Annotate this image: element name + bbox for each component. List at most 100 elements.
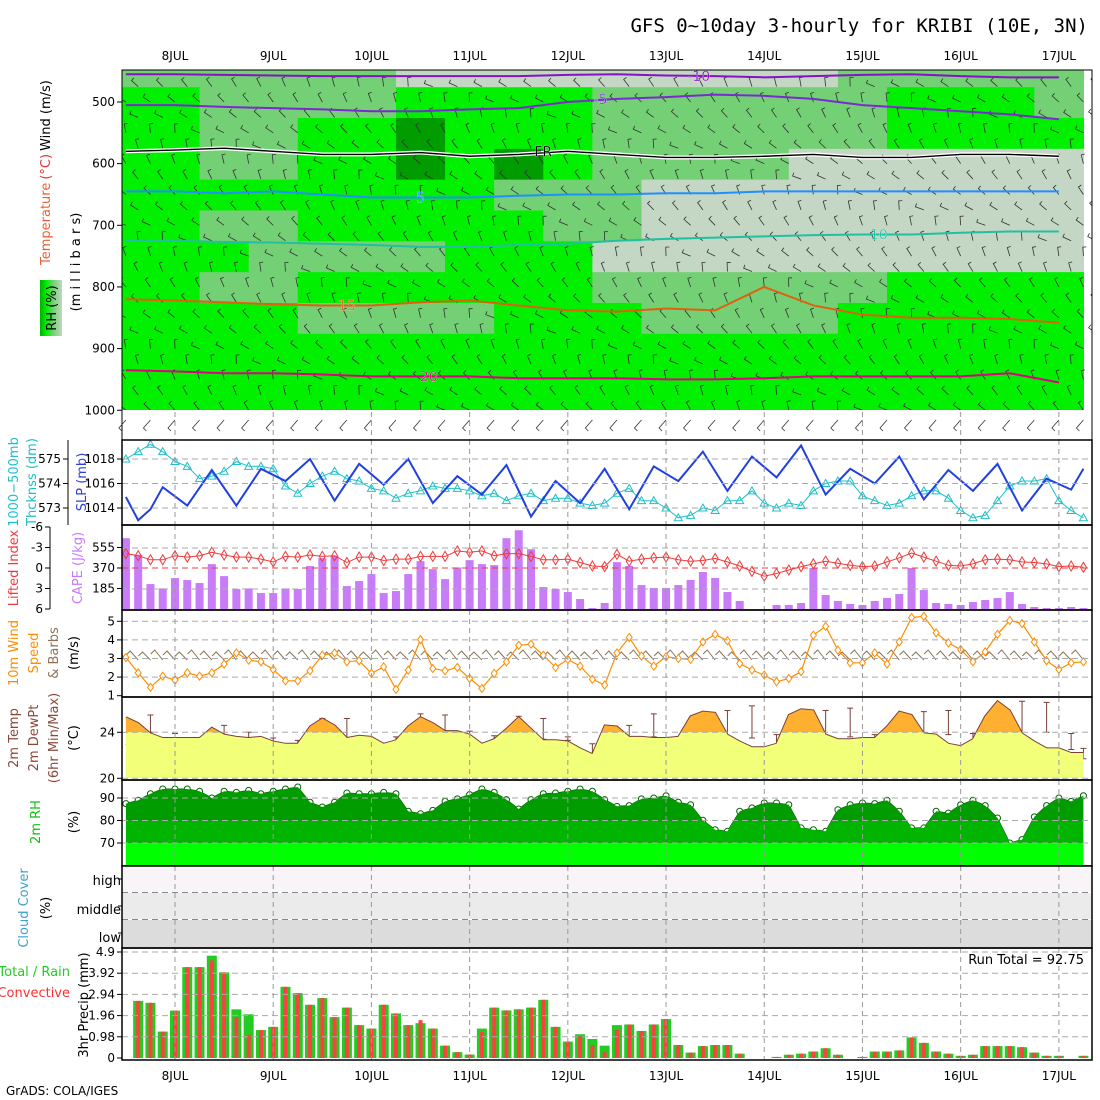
wind-barb (739, 649, 753, 661)
wind-barb (443, 307, 448, 318)
wind-barb (241, 216, 249, 226)
wind-speed-point (969, 657, 977, 667)
wind-barb-surface (977, 419, 986, 432)
wind-barb (623, 76, 630, 87)
rh-cell (445, 70, 495, 88)
rh-cell (248, 271, 299, 303)
wind-barb (633, 217, 642, 226)
thickness-point (477, 490, 487, 500)
wind-barb (868, 354, 876, 365)
wind-barb (757, 339, 765, 349)
wind-barb (783, 215, 790, 226)
rh-cell (297, 86, 348, 119)
wind-barb (988, 326, 998, 334)
precip-convective-bar (835, 1054, 840, 1058)
li-point (134, 549, 142, 562)
wind-barb (147, 246, 152, 257)
wind-barb (376, 355, 384, 365)
wind-barb (835, 92, 840, 103)
rh-cell (395, 179, 446, 211)
rh-cell (346, 179, 397, 211)
wind-barb (160, 354, 165, 365)
wind-barb (927, 310, 937, 319)
cape-bar (122, 538, 130, 609)
wind-barb (528, 230, 533, 241)
wind-barb (621, 109, 630, 118)
day-label-bottom: 10JUL (354, 1069, 389, 1083)
wind-barb (697, 200, 704, 211)
p1-wind-label: Wind (m/s) (39, 80, 54, 151)
wind-barb (732, 339, 740, 349)
rh-cell (641, 179, 692, 211)
wind-barb (943, 138, 949, 149)
wind-barb (1044, 138, 1049, 149)
wind-barb (885, 92, 890, 103)
wind-barb (808, 215, 814, 226)
wind-barb (469, 651, 483, 661)
wind-barb (699, 384, 704, 395)
wind-barb (534, 310, 544, 319)
li-point (122, 547, 130, 560)
wind-barb (804, 280, 814, 288)
wind-barb (1069, 354, 1074, 365)
wind-barb (218, 184, 225, 195)
wind-barb (436, 187, 446, 195)
wind-barb (535, 401, 544, 410)
rh-cell (248, 70, 299, 88)
rh-cell (150, 271, 201, 303)
li-point (453, 544, 461, 557)
wind-barb (688, 153, 693, 164)
precip-convective-bar (676, 1045, 681, 1058)
wind-barb (648, 292, 655, 303)
cape-bar (637, 585, 646, 609)
wind-barb (649, 169, 655, 180)
li-point (625, 555, 633, 568)
wind-barb (1009, 650, 1023, 661)
wind-barb (356, 292, 361, 303)
wind-barb (952, 94, 961, 103)
rh-cell (690, 394, 741, 410)
li-point (748, 565, 756, 578)
wind-barb (351, 139, 360, 149)
cape-bar (821, 595, 830, 609)
wind-barb (196, 153, 201, 164)
wind-barb (1043, 261, 1048, 272)
wind-barb (899, 650, 912, 661)
precip-convective-bar (418, 1020, 423, 1058)
wind-speed-point (601, 680, 609, 690)
p7-label-a: Cloud Cover (17, 868, 32, 948)
p8-label-precip: 3hr Precip (mm) (77, 952, 92, 1057)
wind-barb (712, 276, 717, 288)
cape-bar (846, 604, 855, 609)
wind-speed-point (613, 648, 621, 658)
wind-barb (284, 261, 289, 272)
wind-barb (782, 339, 790, 349)
wind-speed-point (343, 657, 351, 667)
rh-cell (592, 364, 643, 396)
rh-cell (739, 179, 790, 211)
rh-tick-label: 70 (100, 836, 115, 850)
wind-barb (990, 77, 998, 87)
wind-barb (390, 123, 397, 134)
wind-barb (681, 249, 691, 257)
wind-barb (546, 326, 556, 334)
wind-barb (319, 184, 324, 195)
isotherm-5 (125, 190, 1059, 199)
wind-barb-surface (142, 419, 151, 432)
wind-barb (853, 403, 863, 410)
wind-barb (792, 263, 802, 272)
thickness-line (125, 443, 1084, 519)
wind-barb (266, 216, 274, 226)
rh-cell (248, 302, 299, 334)
wind-barb (991, 385, 998, 396)
rh-cell (543, 364, 593, 396)
wind-barb (873, 200, 878, 210)
wind-barb (788, 277, 793, 287)
wind-barb (315, 339, 323, 349)
rh-cell (985, 333, 1035, 365)
wind-barb (191, 217, 200, 226)
wind-barb (885, 308, 890, 318)
wind-barb (506, 651, 520, 661)
wind-barb (498, 294, 507, 303)
minmax-whisker (847, 707, 854, 738)
